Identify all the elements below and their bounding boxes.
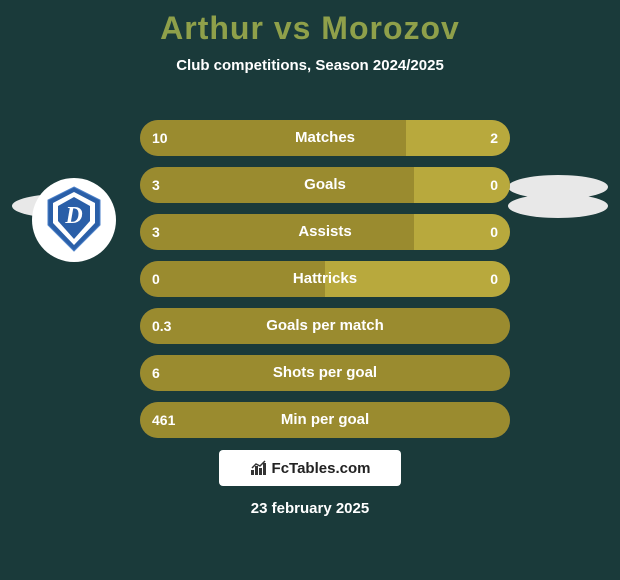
stat-value-right: 0 [490,261,498,297]
club-placeholder-icon [508,175,608,199]
stat-label: Shots per goal [140,355,510,391]
stat-value-right: 0 [490,167,498,203]
footer-date: 23 february 2025 [251,500,369,517]
brand-badge: FcTables.com [219,450,401,486]
stat-label: Goals [140,167,510,203]
club-crest-icon: D [44,185,104,255]
page-subtitle: Club competitions, Season 2024/2025 [0,57,620,74]
brand-text: FcTables.com [272,460,371,477]
stat-label: Min per goal [140,402,510,438]
stat-value-left: 461 [152,402,175,438]
club-right-badge [508,175,608,199]
stat-value-left: 3 [152,214,160,250]
stat-value-right: 2 [490,120,498,156]
svg-text:D: D [64,203,82,229]
stat-label: Matches [140,120,510,156]
stat-row: Hattricks0 0 [140,261,510,297]
stat-value-left: 6 [152,355,160,391]
stat-row: Shots per goal6 [140,355,510,391]
header: Arthur vs Morozov Club competitions, Sea… [0,0,620,74]
stat-row: Goals per match0.3 [140,308,510,344]
stat-label: Hattricks [140,261,510,297]
stat-row: Min per goal461 [140,402,510,438]
stat-row: Matches10 2 [140,120,510,156]
stat-value-left: 0 [152,261,160,297]
stat-label: Goals per match [140,308,510,344]
chart-icon [250,459,268,477]
stats-bars: Matches102Goals30Assists30Hattricks00Goa… [140,120,510,449]
stat-value-left: 3 [152,167,160,203]
club-left-badge: D [32,178,116,262]
stat-row: Assists3 0 [140,214,510,250]
stat-row: Goals3 0 [140,167,510,203]
stat-value-right: 0 [490,214,498,250]
stat-label: Assists [140,214,510,250]
page-title: Arthur vs Morozov [0,10,620,47]
stat-value-left: 10 [152,120,168,156]
stat-value-left: 0.3 [152,308,171,344]
